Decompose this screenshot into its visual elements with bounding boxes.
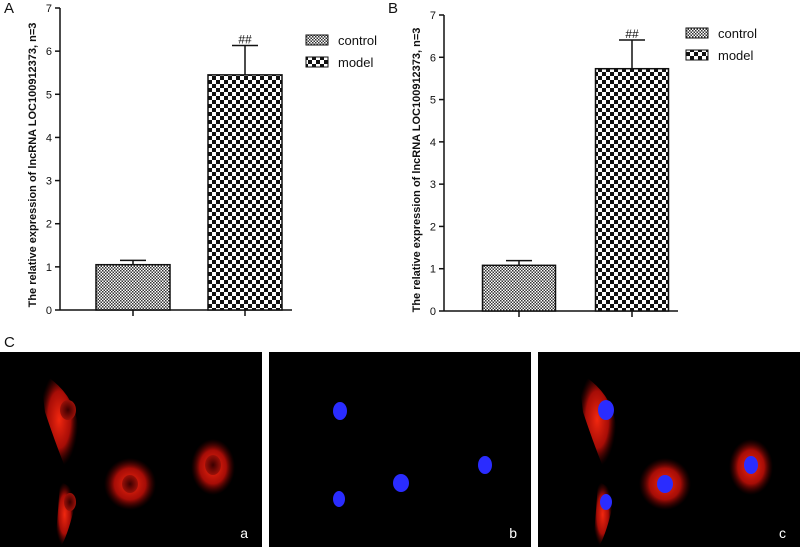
nuclear-stain-image — [333, 402, 492, 507]
y-tick-label: 4 — [430, 137, 436, 149]
legend-label-control: control — [338, 33, 377, 48]
legend-swatch-model — [305, 56, 329, 68]
y-tick-label: 5 — [430, 95, 436, 107]
legend-swatch-control — [685, 27, 709, 39]
image-panel-b: b — [269, 352, 531, 547]
image-label-b: b — [509, 525, 517, 541]
y-tick-label: 4 — [46, 132, 52, 144]
legend-label-model: model — [718, 48, 754, 63]
image-label-a: a — [240, 525, 248, 541]
panel-letter-a-chart: A — [4, 0, 15, 17]
y-tick-label: 5 — [46, 89, 52, 101]
y-tick-label: 7 — [430, 10, 436, 22]
y-tick-label: 6 — [46, 46, 52, 58]
cytoplasm-stain-image — [40, 372, 235, 547]
image-panel-a: a — [0, 352, 262, 547]
bar-chart-b: The relative expression of lncRNA LOC100… — [411, 10, 757, 318]
y-tick-label: 1 — [430, 264, 436, 276]
y-tick-label: 7 — [46, 3, 52, 15]
significance-label: ## — [625, 27, 639, 41]
y-axis-label: The relative expression of lncRNA LOC100… — [411, 28, 423, 313]
y-tick-label: 0 — [430, 306, 436, 318]
bar-model — [594, 67, 670, 312]
y-tick-label: 1 — [46, 262, 52, 274]
y-tick-label: 2 — [46, 219, 52, 231]
y-tick-label: 3 — [46, 176, 52, 188]
legend-swatch-model — [685, 49, 709, 61]
image-panel-c: c — [538, 352, 800, 547]
legend-label-control: control — [718, 26, 757, 41]
y-axis-label: The relative expression of lncRNA LOC100… — [27, 23, 39, 308]
significance-label: ## — [238, 33, 252, 47]
legend-swatch-control — [305, 34, 329, 46]
bar-control — [481, 264, 557, 312]
panel-letter-b-chart: B — [388, 0, 399, 17]
y-tick-label: 2 — [430, 221, 436, 233]
merged-stain-image — [578, 372, 773, 547]
y-tick-label: 6 — [430, 52, 436, 64]
bar-chart-a: The relative expression of lncRNA LOC100… — [27, 3, 377, 317]
bar-control — [95, 263, 171, 311]
y-tick-label: 3 — [430, 179, 436, 191]
y-tick-label: 0 — [46, 305, 52, 317]
image-label-c: c — [779, 525, 786, 541]
legend-label-model: model — [338, 55, 374, 70]
panel-letter-c-images: C — [4, 334, 15, 351]
bar-model — [207, 74, 283, 311]
